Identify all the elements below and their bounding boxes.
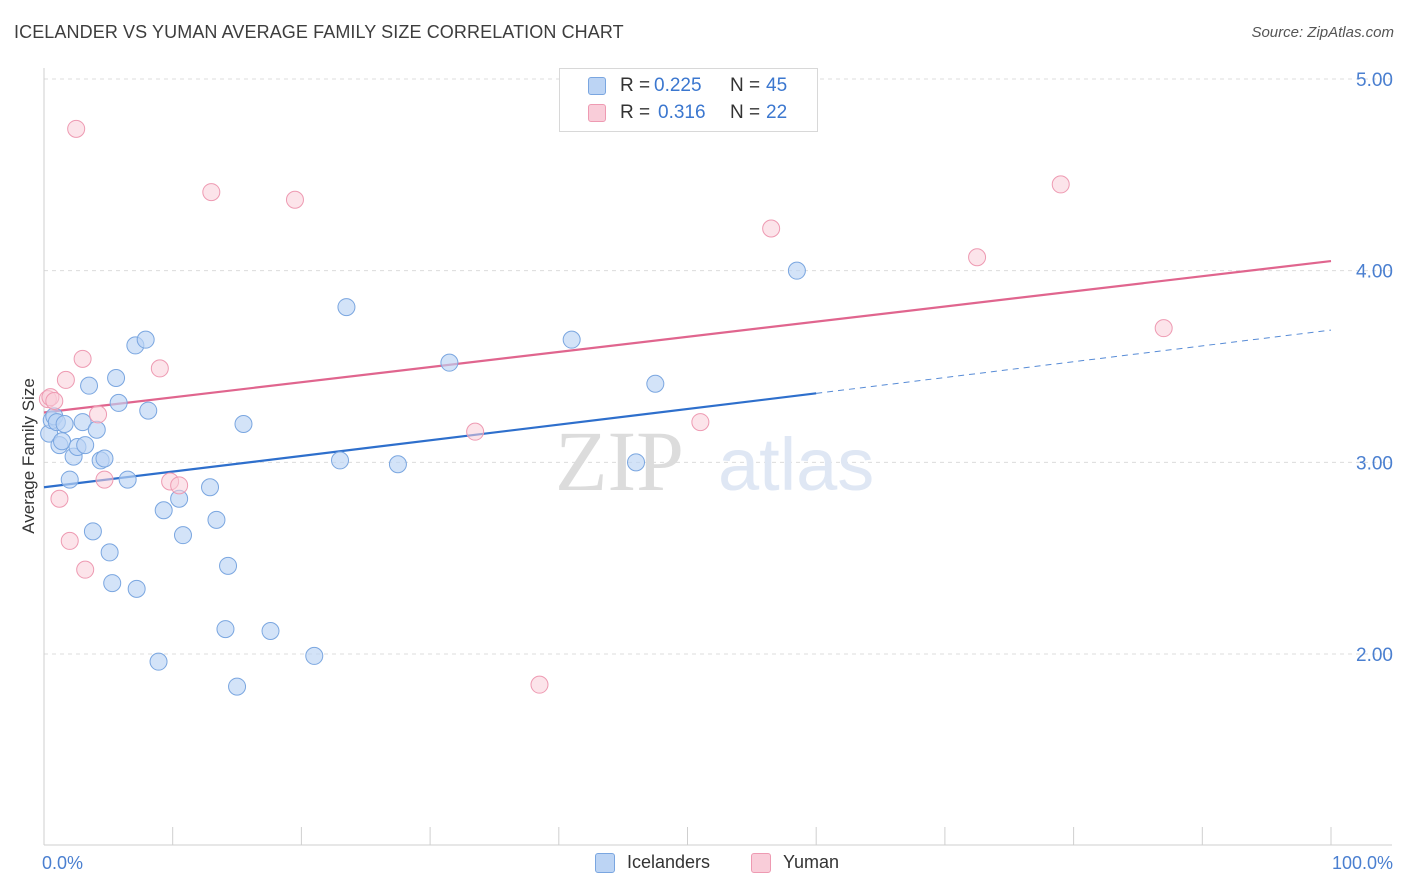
y-tick-label: 2.00 [1356,645,1393,666]
point-icelanders [337,298,356,317]
point-icelanders [154,501,173,520]
x-tick-labels: 0.0% 100.0% [42,853,1393,873]
legend-n-label: N = [730,75,761,96]
point-yuman [95,470,114,489]
point-icelanders [118,470,137,489]
source-credit: Source: ZipAtlas.com [1251,24,1394,41]
y-tick-labels: 2.00 3.00 4.00 5.00 [1356,70,1393,666]
point-yuman [170,476,189,495]
point-icelanders [149,652,168,671]
point-icelanders [219,556,238,575]
series-label-yuman: Yuman [783,852,840,872]
x-tick-label: 100.0% [1332,853,1393,873]
point-yuman [76,560,95,579]
point-icelanders [55,415,74,433]
point-yuman [202,183,221,202]
point-yuman [60,531,79,550]
point-icelanders [107,369,126,387]
data-points [38,119,1173,696]
y-tick-label: 5.00 [1356,70,1393,91]
point-yuman [968,248,987,267]
point-yuman [691,413,710,432]
point-icelanders [53,432,72,451]
point-icelanders [139,401,158,420]
point-yuman [1154,319,1173,338]
point-yuman [530,675,549,694]
point-icelanders [76,436,95,455]
correlation-legend: R = 0.225 N = 45 R = 0.316 N = 22 [559,68,818,132]
legend-n-label: N = [730,102,761,123]
point-icelanders [228,677,247,696]
point-yuman [67,119,86,138]
legend-swatch-yuman [588,104,606,122]
point-yuman [73,349,92,368]
point-icelanders [103,574,122,593]
x-tick-label: 0.0% [42,853,83,873]
point-icelanders [173,526,192,545]
series-label-icelanders: Icelanders [627,852,711,872]
legend-r-value: 0.225 [654,75,702,96]
legend-r-value: 0.316 [658,102,706,123]
watermark-atlas: atlas [718,423,874,506]
trend-line-icelanders-extension [816,329,1332,394]
axes [43,68,1392,846]
point-icelanders [627,453,646,472]
point-icelanders [305,646,324,665]
legend-swatch-icelanders [588,77,606,95]
point-yuman [89,405,108,424]
point-icelanders [331,451,350,470]
point-icelanders [216,620,235,639]
point-icelanders [201,478,220,497]
chart-title: ICELANDER VS YUMAN AVERAGE FAMILY SIZE C… [14,22,624,42]
gridlines [44,78,1392,655]
point-yuman [466,422,485,441]
trend-lines [43,259,1332,489]
series-legend: Icelanders Yuman [0,852,1406,878]
point-yuman [45,392,64,410]
point-yuman [50,489,69,508]
point-icelanders [100,543,119,562]
point-icelanders [261,622,280,640]
point-icelanders [787,261,806,280]
point-icelanders [127,579,146,598]
watermark-zip: ZIP [555,413,684,509]
point-yuman [150,359,169,378]
point-icelanders [83,522,102,541]
legend-r-label: R = [620,75,651,96]
watermark: ZIP atlas [555,413,874,509]
point-icelanders [136,330,155,349]
point-icelanders [95,449,114,468]
point-yuman [56,370,75,389]
legend-r-label: R = [620,102,651,123]
point-yuman [285,190,304,209]
y-tick-label: 3.00 [1356,453,1393,474]
point-yuman [762,219,781,238]
point-icelanders [646,374,665,393]
trend-line-yuman [43,259,1332,414]
point-icelanders [73,413,92,432]
point-icelanders [60,470,79,489]
series-swatch-icelanders [595,853,615,873]
y-tick-label: 4.00 [1356,262,1393,283]
point-icelanders [207,510,226,529]
legend-n-value: 45 [766,75,788,96]
point-icelanders [234,415,253,433]
point-icelanders [80,376,99,395]
point-yuman [1051,175,1070,194]
point-icelanders [87,420,106,439]
point-icelanders [440,353,459,372]
point-icelanders [109,393,128,412]
point-icelanders [562,330,581,349]
trend-line-icelanders [43,392,817,489]
legend-n-value: 22 [766,102,788,123]
point-icelanders [388,455,407,474]
series-swatch-yuman [751,853,771,873]
